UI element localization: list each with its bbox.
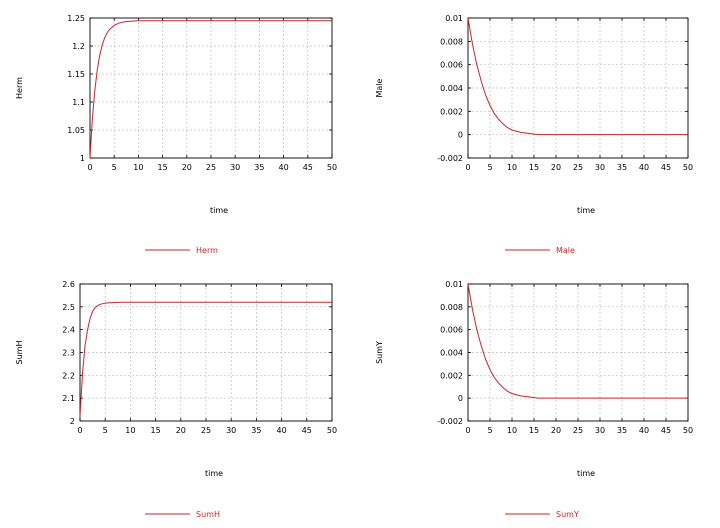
chart-2: 0 5 10 15 20 25 30 35 40 45 50 2 2.1 2.2 2.3 2.4 2.5 2.6 S… [15,280,337,519]
x-axis-label: time [210,206,228,215]
y-tick-label: 2 [70,417,75,426]
series-line-herm [89,20,332,159]
x-tick-label: 5 [487,163,492,172]
legend-label: SumH [196,510,220,519]
y-tick-label: 1 [80,154,85,163]
x-tick-label: 10 [125,426,135,435]
y-tick-label: -0.002 [437,154,463,163]
x-tick-label: 50 [327,426,337,435]
y-tick-label: 0.002 [440,371,463,380]
y-tick-label: 0.002 [440,107,463,116]
y-tick-label: 0.004 [440,84,463,93]
x-tick-label: 30 [230,163,240,172]
y-tick-label: 1.05 [67,126,85,135]
y-tick-label: 1.2 [72,42,85,51]
y-tick-label: 2.5 [62,303,75,312]
series-line-sumh [79,301,332,417]
y-axis-label: SumY [375,341,384,364]
series-line-sumy [467,283,688,399]
y-tick-label: 0.008 [440,37,463,46]
y-tick-label: 0 [458,131,463,140]
y-axis-label: Herm [15,77,24,99]
x-tick-label: 15 [151,426,161,435]
x-tick-label: 5 [487,426,492,435]
x-axis-label: time [205,469,223,478]
y-tick-label: 2.3 [62,349,75,358]
y-tick-label: 0.006 [440,326,463,335]
y-tick-label: 0.006 [440,61,463,70]
x-tick-label: 25 [573,163,583,172]
x-tick-label: 45 [661,426,671,435]
x-tick-label: 45 [303,163,313,172]
x-tick-label: 20 [176,426,186,435]
x-tick-label: 40 [639,426,649,435]
x-tick-label: 40 [639,163,649,172]
x-tick-label: 20 [182,163,192,172]
y-tick-label: 0.01 [445,280,463,289]
x-tick-label: 10 [133,163,143,172]
chart-0: 0 5 10 15 20 25 30 35 40 45 50 1 1.05 1.1 1.15 1.2 1.25 H… [15,14,337,255]
x-tick-label: 50 [683,426,693,435]
x-tick-label: 35 [617,426,627,435]
y-axis-label: SumH [15,341,24,365]
x-tick-label: 0 [77,426,82,435]
x-tick-label: 30 [595,163,605,172]
x-tick-label: 0 [465,426,470,435]
x-tick-label: 45 [302,426,312,435]
x-tick-label: 30 [595,426,605,435]
x-tick-label: 25 [206,163,216,172]
y-axis-label: Male [375,78,384,97]
plot-frame [79,283,333,422]
x-tick-label: 15 [158,163,168,172]
x-tick-label: 10 [507,163,517,172]
y-tick-label: 0.008 [440,303,463,312]
x-tick-label: 10 [507,426,517,435]
x-tick-label: 25 [201,426,211,435]
x-tick-label: 15 [529,163,539,172]
x-tick-label: 35 [254,163,264,172]
y-tick-label: 0.01 [445,14,463,23]
x-tick-label: 0 [465,163,470,172]
chart-1: 0 5 10 15 20 25 30 35 40 45 50-0.00200.0020.0040.0… [375,14,693,255]
plot-frame [89,17,333,159]
series-line-male [467,17,688,136]
chart-3: 0 5 10 15 20 25 30 35 40 45 50-0.00200.0020.0040.0… [375,280,693,519]
x-tick-label: 5 [103,426,108,435]
y-tick-label: 1.1 [72,98,85,107]
x-tick-label: 5 [112,163,117,172]
x-tick-label: 40 [279,163,289,172]
x-tick-label: 35 [617,163,627,172]
y-tick-label: 2.2 [62,371,75,380]
y-tick-label: 1.25 [67,14,85,23]
x-tick-label: 20 [551,163,561,172]
y-tick-label: 2.1 [62,394,75,403]
x-tick-label: 50 [683,163,693,172]
x-tick-label: 0 [87,163,92,172]
x-tick-label: 15 [529,426,539,435]
x-tick-label: 40 [277,426,287,435]
x-axis-label: time [577,206,595,215]
legend-label: Male [556,246,575,255]
x-tick-label: 45 [661,163,671,172]
plot-frame [467,17,689,159]
x-axis-label: time [577,469,595,478]
y-tick-label: 2.6 [62,280,75,289]
x-tick-label: 30 [226,426,236,435]
x-tick-label: 20 [551,426,561,435]
legend-label: Herm [196,246,218,255]
y-tick-label: 0.004 [440,349,463,358]
plot-frame [467,283,689,422]
x-tick-label: 35 [251,426,261,435]
x-tick-label: 50 [327,163,337,172]
y-tick-label: -0.002 [437,417,463,426]
y-tick-label: 2.4 [62,326,75,335]
legend-label: SumY [556,510,579,519]
y-tick-label: 1.15 [67,70,85,79]
x-tick-label: 25 [573,426,583,435]
y-tick-label: 0 [458,394,463,403]
